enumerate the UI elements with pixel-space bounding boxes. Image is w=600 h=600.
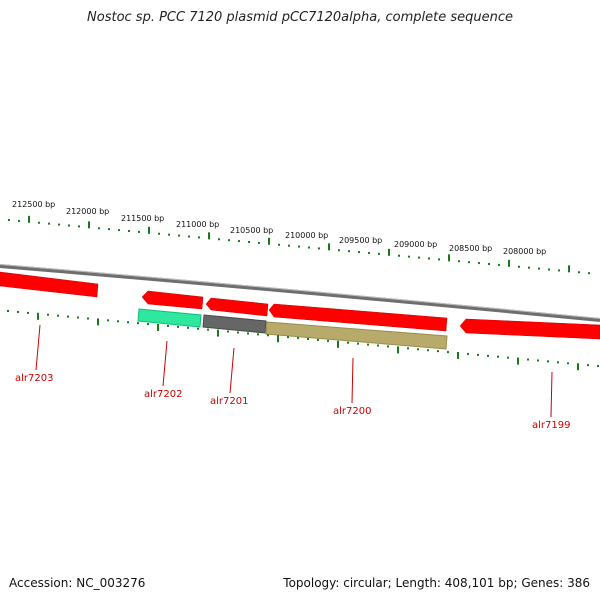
gene-arrow-alr7200[interactable] — [268, 303, 448, 332]
gene-arrow-alr7203[interactable] — [0, 271, 99, 298]
gene-arrow-alr7199[interactable] — [459, 318, 600, 340]
scale-ticks-bottom — [7, 310, 599, 371]
gene-label-alr7201[interactable]: alr7201 — [210, 396, 248, 407]
scale-label: 208000 bp — [503, 247, 546, 256]
feature-gray[interactable] — [202, 314, 267, 334]
gene-label-alr7199[interactable]: alr7199 — [532, 420, 570, 431]
gene-label-alr7202[interactable]: alr7202 — [144, 389, 182, 400]
topology-label: Topology: circular; Length: 408,101 bp; … — [283, 576, 590, 590]
gene-label-alr7200[interactable]: alr7200 — [333, 406, 371, 417]
scale-label: 212500 bp — [12, 200, 55, 209]
gene-connector-alr7201 — [229, 347, 235, 394]
scale-label: 208500 bp — [449, 244, 492, 253]
feature-green[interactable] — [137, 308, 202, 328]
scale-ticks-top — [8, 215, 590, 275]
gene-connector-alr7203 — [35, 324, 41, 371]
gene-connector-alr7202 — [162, 340, 168, 387]
scale-label: 211000 bp — [176, 220, 219, 229]
gene-labels: alr7203 alr7202 alr7201 alr7200 alr7199 — [15, 373, 570, 431]
scale-labels: 212500 bp 212000 bp 211500 bp 211000 bp 2105… — [12, 200, 546, 256]
gene-connector-alr7200 — [351, 357, 354, 404]
gene-label-lines — [35, 324, 553, 418]
scale-label: 210000 bp — [285, 231, 328, 240]
gene-connector-alr7199 — [550, 371, 553, 418]
scale-label: 212000 bp — [66, 207, 109, 216]
scale-label: 209000 bp — [394, 240, 437, 249]
feature-olive[interactable] — [265, 321, 448, 350]
gene-arrows — [0, 271, 600, 340]
sequence-backbone-highlight — [0, 264, 600, 319]
scale-label: 209500 bp — [339, 236, 382, 245]
gene-arrow-alr7201[interactable] — [205, 297, 269, 317]
scale-label: 211500 bp — [121, 214, 164, 223]
map-title: Nostoc sp. PCC 7120 plasmid pCC7120alpha… — [87, 10, 513, 25]
features — [137, 308, 448, 350]
accession-label: Accession: NC_003276 — [9, 576, 146, 590]
gene-label-alr7203[interactable]: alr7203 — [15, 373, 53, 384]
gene-arrow-alr7202[interactable] — [141, 290, 204, 310]
scale-label: 210500 bp — [230, 226, 273, 235]
sequence-backbone — [0, 264, 600, 322]
